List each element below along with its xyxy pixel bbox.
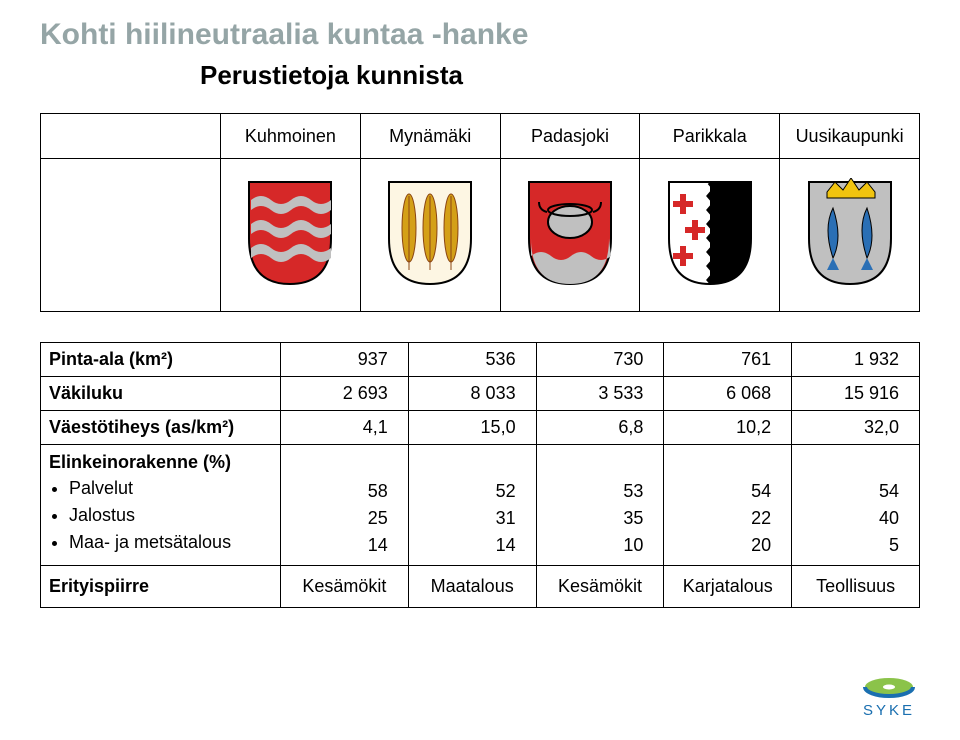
crest-row xyxy=(41,159,920,312)
struct-heading: Elinkeinorakenne (%) xyxy=(49,452,231,472)
v: 53 xyxy=(623,478,643,505)
struct-sublist: Palvelut Jalostus Maa- ja metsätalous xyxy=(49,475,272,556)
col-header: Mynämäki xyxy=(360,114,500,159)
cell: 53 35 10 xyxy=(536,445,664,566)
row-structure: Elinkeinorakenne (%) Palvelut Jalostus M… xyxy=(41,445,920,566)
cell: Kesämökit xyxy=(536,566,664,608)
row-density: Väestötiheys (as/km²) 4,1 15,0 6,8 10,2 … xyxy=(41,411,920,445)
cell: 54 40 5 xyxy=(792,445,920,566)
cell: Maatalous xyxy=(408,566,536,608)
cell: 58 25 14 xyxy=(281,445,409,566)
v: 52 xyxy=(496,478,516,505)
v: 35 xyxy=(623,505,643,532)
row-area: Pinta-ala (km²) 937 536 730 761 1 932 xyxy=(41,343,920,377)
crest-mynamaki xyxy=(385,178,475,293)
v: 54 xyxy=(751,478,771,505)
page-subtitle: Perustietoja kunnista xyxy=(0,52,960,91)
cell: Kesämökit xyxy=(281,566,409,608)
v: 14 xyxy=(496,532,516,559)
cell: 54 22 20 xyxy=(664,445,792,566)
col-header: Uusikaupunki xyxy=(780,114,920,159)
cell: 730 xyxy=(536,343,664,377)
cell: 761 xyxy=(664,343,792,377)
row-population: Väkiluku 2 693 8 033 3 533 6 068 15 916 xyxy=(41,377,920,411)
v: 25 xyxy=(368,505,388,532)
page-title: Kohti hiilineutraalia kuntaa -hanke xyxy=(0,0,960,52)
cell: 8 033 xyxy=(408,377,536,411)
cell: 3 533 xyxy=(536,377,664,411)
cell: 6 068 xyxy=(664,377,792,411)
v: 20 xyxy=(751,532,771,559)
cell: 1 932 xyxy=(792,343,920,377)
crest-parikkala xyxy=(665,178,755,293)
crest-padasjoki xyxy=(525,178,615,293)
cell: 15,0 xyxy=(408,411,536,445)
sub-item: Jalostus xyxy=(69,502,272,529)
header-row: Kuhmoinen Mynämäki Padasjoki Parikkala U… xyxy=(41,114,920,159)
cell: Teollisuus xyxy=(792,566,920,608)
col-header: Padasjoki xyxy=(500,114,640,159)
cell: 15 916 xyxy=(792,377,920,411)
row-label: Erityispiirre xyxy=(41,566,281,608)
cell: 937 xyxy=(281,343,409,377)
sub-item: Maa- ja metsätalous xyxy=(69,529,272,556)
v: 5 xyxy=(889,532,899,559)
municipality-header-table: Kuhmoinen Mynämäki Padasjoki Parikkala U… xyxy=(40,113,920,312)
v: 54 xyxy=(879,478,899,505)
v: 58 xyxy=(368,478,388,505)
crest-kuhmoinen xyxy=(245,178,335,293)
row-label: Väkiluku xyxy=(41,377,281,411)
cell: 10,2 xyxy=(664,411,792,445)
crest-uusikaupunki xyxy=(805,178,895,293)
sub-item: Palvelut xyxy=(69,475,272,502)
v: 10 xyxy=(623,532,643,559)
row-label: Elinkeinorakenne (%) Palvelut Jalostus M… xyxy=(41,445,281,566)
col-header: Parikkala xyxy=(640,114,780,159)
cell: 4,1 xyxy=(281,411,409,445)
cell: 32,0 xyxy=(792,411,920,445)
data-table: Pinta-ala (km²) 937 536 730 761 1 932 Vä… xyxy=(40,342,920,608)
svg-text:SYKE: SYKE xyxy=(863,702,915,719)
cell: 52 31 14 xyxy=(408,445,536,566)
syke-logo: SYKE xyxy=(844,673,934,726)
v: 40 xyxy=(879,505,899,532)
cell: 6,8 xyxy=(536,411,664,445)
crest-empty xyxy=(41,159,221,312)
col-header: Kuhmoinen xyxy=(221,114,361,159)
v: 22 xyxy=(751,505,771,532)
row-special: Erityispiirre Kesämökit Maatalous Kesämö… xyxy=(41,566,920,608)
cell: 2 693 xyxy=(281,377,409,411)
row-label: Väestötiheys (as/km²) xyxy=(41,411,281,445)
header-empty xyxy=(41,114,221,159)
v: 14 xyxy=(368,532,388,559)
row-label: Pinta-ala (km²) xyxy=(41,343,281,377)
v: 31 xyxy=(496,505,516,532)
cell: 536 xyxy=(408,343,536,377)
cell: Karjatalous xyxy=(664,566,792,608)
